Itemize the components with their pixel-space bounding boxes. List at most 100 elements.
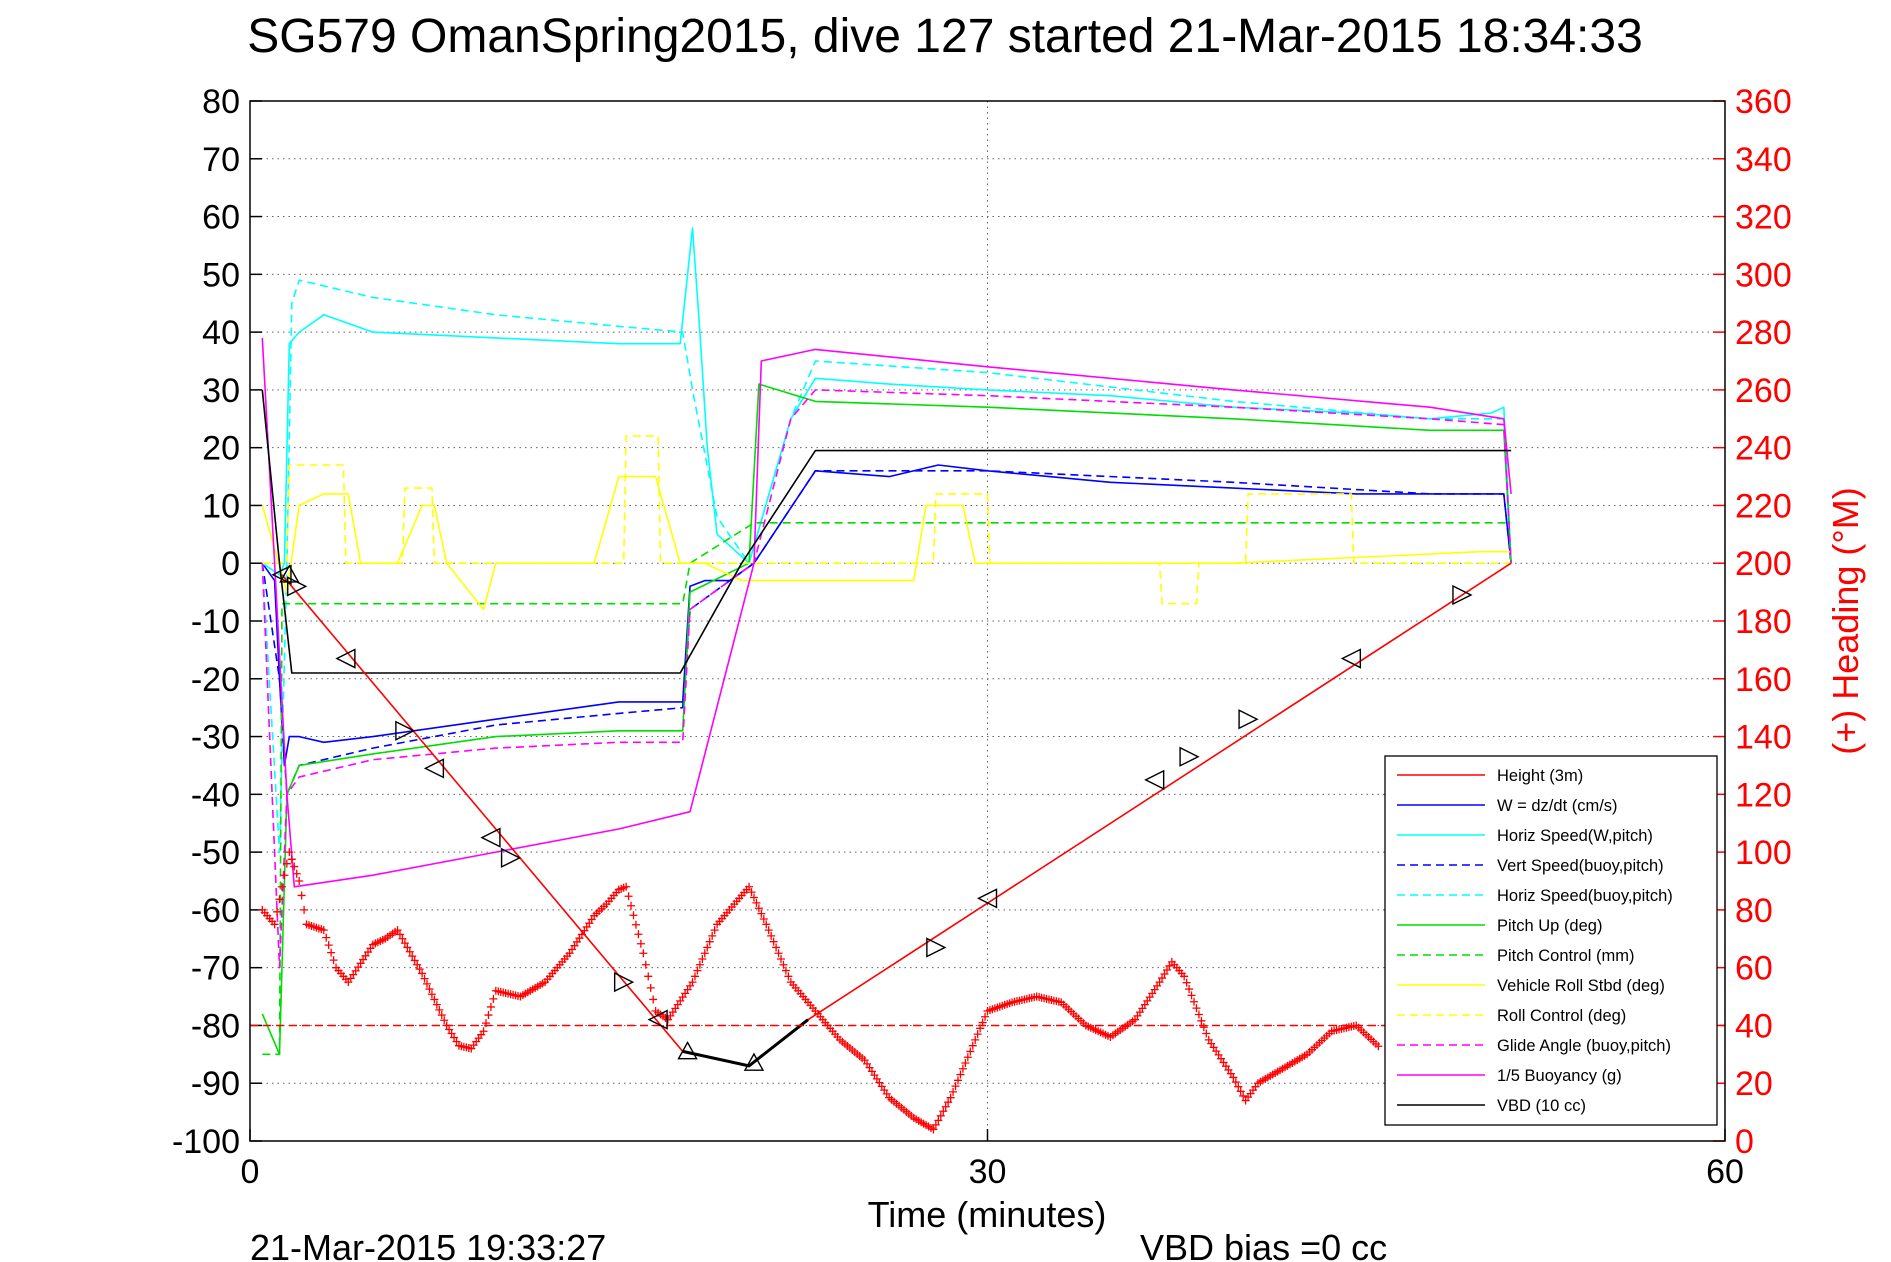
heading-plus-marker (641, 960, 650, 969)
heading-plus-marker (447, 1029, 456, 1038)
heading-plus-marker (688, 978, 697, 987)
heading-plus-marker (287, 855, 296, 864)
triangle-marker (1179, 746, 1200, 767)
heading-plus-marker (710, 926, 719, 935)
heading-plus-marker (445, 1025, 454, 1034)
triangle-marker (480, 827, 501, 848)
heading-plus-marker (941, 1102, 950, 1111)
right-axis-ticks: 3603403203002802602402202001801601401201… (1713, 83, 1792, 1161)
left-tick-label: 0 (221, 545, 240, 583)
heading-plus-marker (636, 939, 645, 948)
heading-plus-marker (644, 972, 653, 981)
right-tick-label: 0 (1735, 1123, 1754, 1161)
heading-plus-marker (784, 972, 793, 981)
legend-entry: Pitch Up (deg) (1497, 917, 1602, 935)
heading-plus-marker (981, 1012, 990, 1021)
legend-entry: Roll Control (deg) (1497, 1007, 1626, 1025)
heading-plus-marker (1199, 1023, 1208, 1032)
heading-plus-marker (646, 983, 655, 992)
heading-plus-marker (324, 941, 333, 950)
legend: Height (3m) W = dz/dt (cm/s) Horiz Speed(W… (1384, 755, 1718, 1126)
heading-plus-marker (752, 898, 761, 907)
heading-plus-marker (939, 1107, 948, 1116)
heading-plus-marker (708, 931, 717, 940)
series-line (261, 475, 1512, 611)
heading-plus-marker (1231, 1078, 1240, 1087)
heading-plus-marker (1185, 985, 1194, 994)
left-tick-label: 20 (202, 430, 240, 468)
heading-plus-marker (961, 1059, 970, 1067)
triangle-marker (1340, 648, 1362, 669)
heading-plus-marker (690, 972, 699, 981)
heading-plus-marker (627, 901, 636, 910)
triangle-marker (1144, 769, 1165, 791)
series-line (261, 389, 1512, 674)
heading-plus-marker (968, 1041, 977, 1050)
footer-timestamp: 21-Mar-2015 19:33:27 (250, 1227, 606, 1262)
heading-plus-marker (1194, 1010, 1203, 1019)
heading-plus-marker (1229, 1073, 1238, 1082)
right-axis-label: (+) Heading (°M) (1825, 487, 1866, 754)
heading-plus-marker (931, 1120, 940, 1129)
heading-plus-marker (705, 937, 714, 946)
marker-layer (271, 564, 1473, 1071)
series-line (262, 435, 1512, 605)
heading-plus-marker (393, 926, 402, 935)
triangle-marker (500, 847, 522, 869)
heading-plus-marker (944, 1098, 953, 1107)
heading-plus-marker (1234, 1082, 1243, 1091)
left-tick-label: 40 (202, 314, 240, 352)
heading-plus-marker (698, 955, 707, 963)
legend-box (1384, 755, 1718, 1126)
heading-plus-marker (319, 926, 328, 935)
right-tick-label: 260 (1735, 372, 1792, 410)
legend-entry: Vehicle Roll Stbd (deg) (1497, 977, 1665, 995)
right-tick-label: 300 (1735, 256, 1792, 294)
heading-plus-marker (781, 966, 790, 975)
heading-plus-marker (963, 1053, 972, 1062)
heading-plus-marker (423, 979, 431, 988)
heading-plus-marker (767, 931, 776, 940)
heading-plus-marker (966, 1047, 975, 1056)
heading-plus-marker (285, 848, 294, 857)
right-tick-label: 20 (1735, 1065, 1773, 1103)
triangle-marker (743, 1052, 765, 1071)
heading-plus-marker (954, 1076, 962, 1085)
heading-plus-marker (280, 871, 289, 880)
heading-plus-marker (437, 1011, 446, 1020)
heading-plus-marker (629, 911, 638, 920)
heading-plus-marker (747, 888, 756, 897)
heading-plus-marker (327, 948, 336, 957)
heading-plus-marker (978, 1018, 987, 1027)
right-tick-label: 80 (1735, 892, 1773, 930)
heading-plus-marker (486, 1002, 495, 1011)
heading-plus-marker (489, 994, 498, 1003)
heading-plus-marker (1197, 1016, 1206, 1025)
heading-plus-marker (1190, 997, 1198, 1006)
triangle-marker (613, 971, 635, 993)
legend-entry: Glide Angle (buoy,pitch) (1497, 1037, 1671, 1055)
x-tick-label: 30 (969, 1153, 1007, 1191)
right-tick-label: 280 (1735, 314, 1792, 352)
legend-entry: Pitch Control (mm) (1497, 947, 1635, 965)
series-layer (261, 227, 1512, 1056)
heading-plus-marker (769, 937, 778, 946)
heading-plus-marker (1192, 1004, 1201, 1013)
legend-entry: Vert Speed(buoy,pitch) (1497, 857, 1664, 875)
heading-plus-marker (774, 949, 783, 958)
heading-plus-marker (403, 943, 412, 952)
heading-plus-marker (631, 920, 640, 929)
heading-plus-marker (624, 892, 633, 901)
right-tick-label: 40 (1735, 1007, 1773, 1045)
heading-plus-marker (973, 1030, 982, 1039)
heading-plus-marker (479, 1027, 488, 1036)
heading-plus-marker (295, 877, 304, 885)
x-axis-label: Time (minutes) (868, 1194, 1107, 1235)
left-tick-label: -20 (191, 661, 240, 699)
heading-plus-marker (622, 882, 631, 891)
heading-plus-marker (946, 1093, 955, 1102)
heading-plus-marker (430, 995, 439, 1004)
heading-plus-marker (425, 985, 434, 994)
left-tick-label: 60 (202, 199, 240, 237)
heading-plus-marker (700, 949, 709, 958)
